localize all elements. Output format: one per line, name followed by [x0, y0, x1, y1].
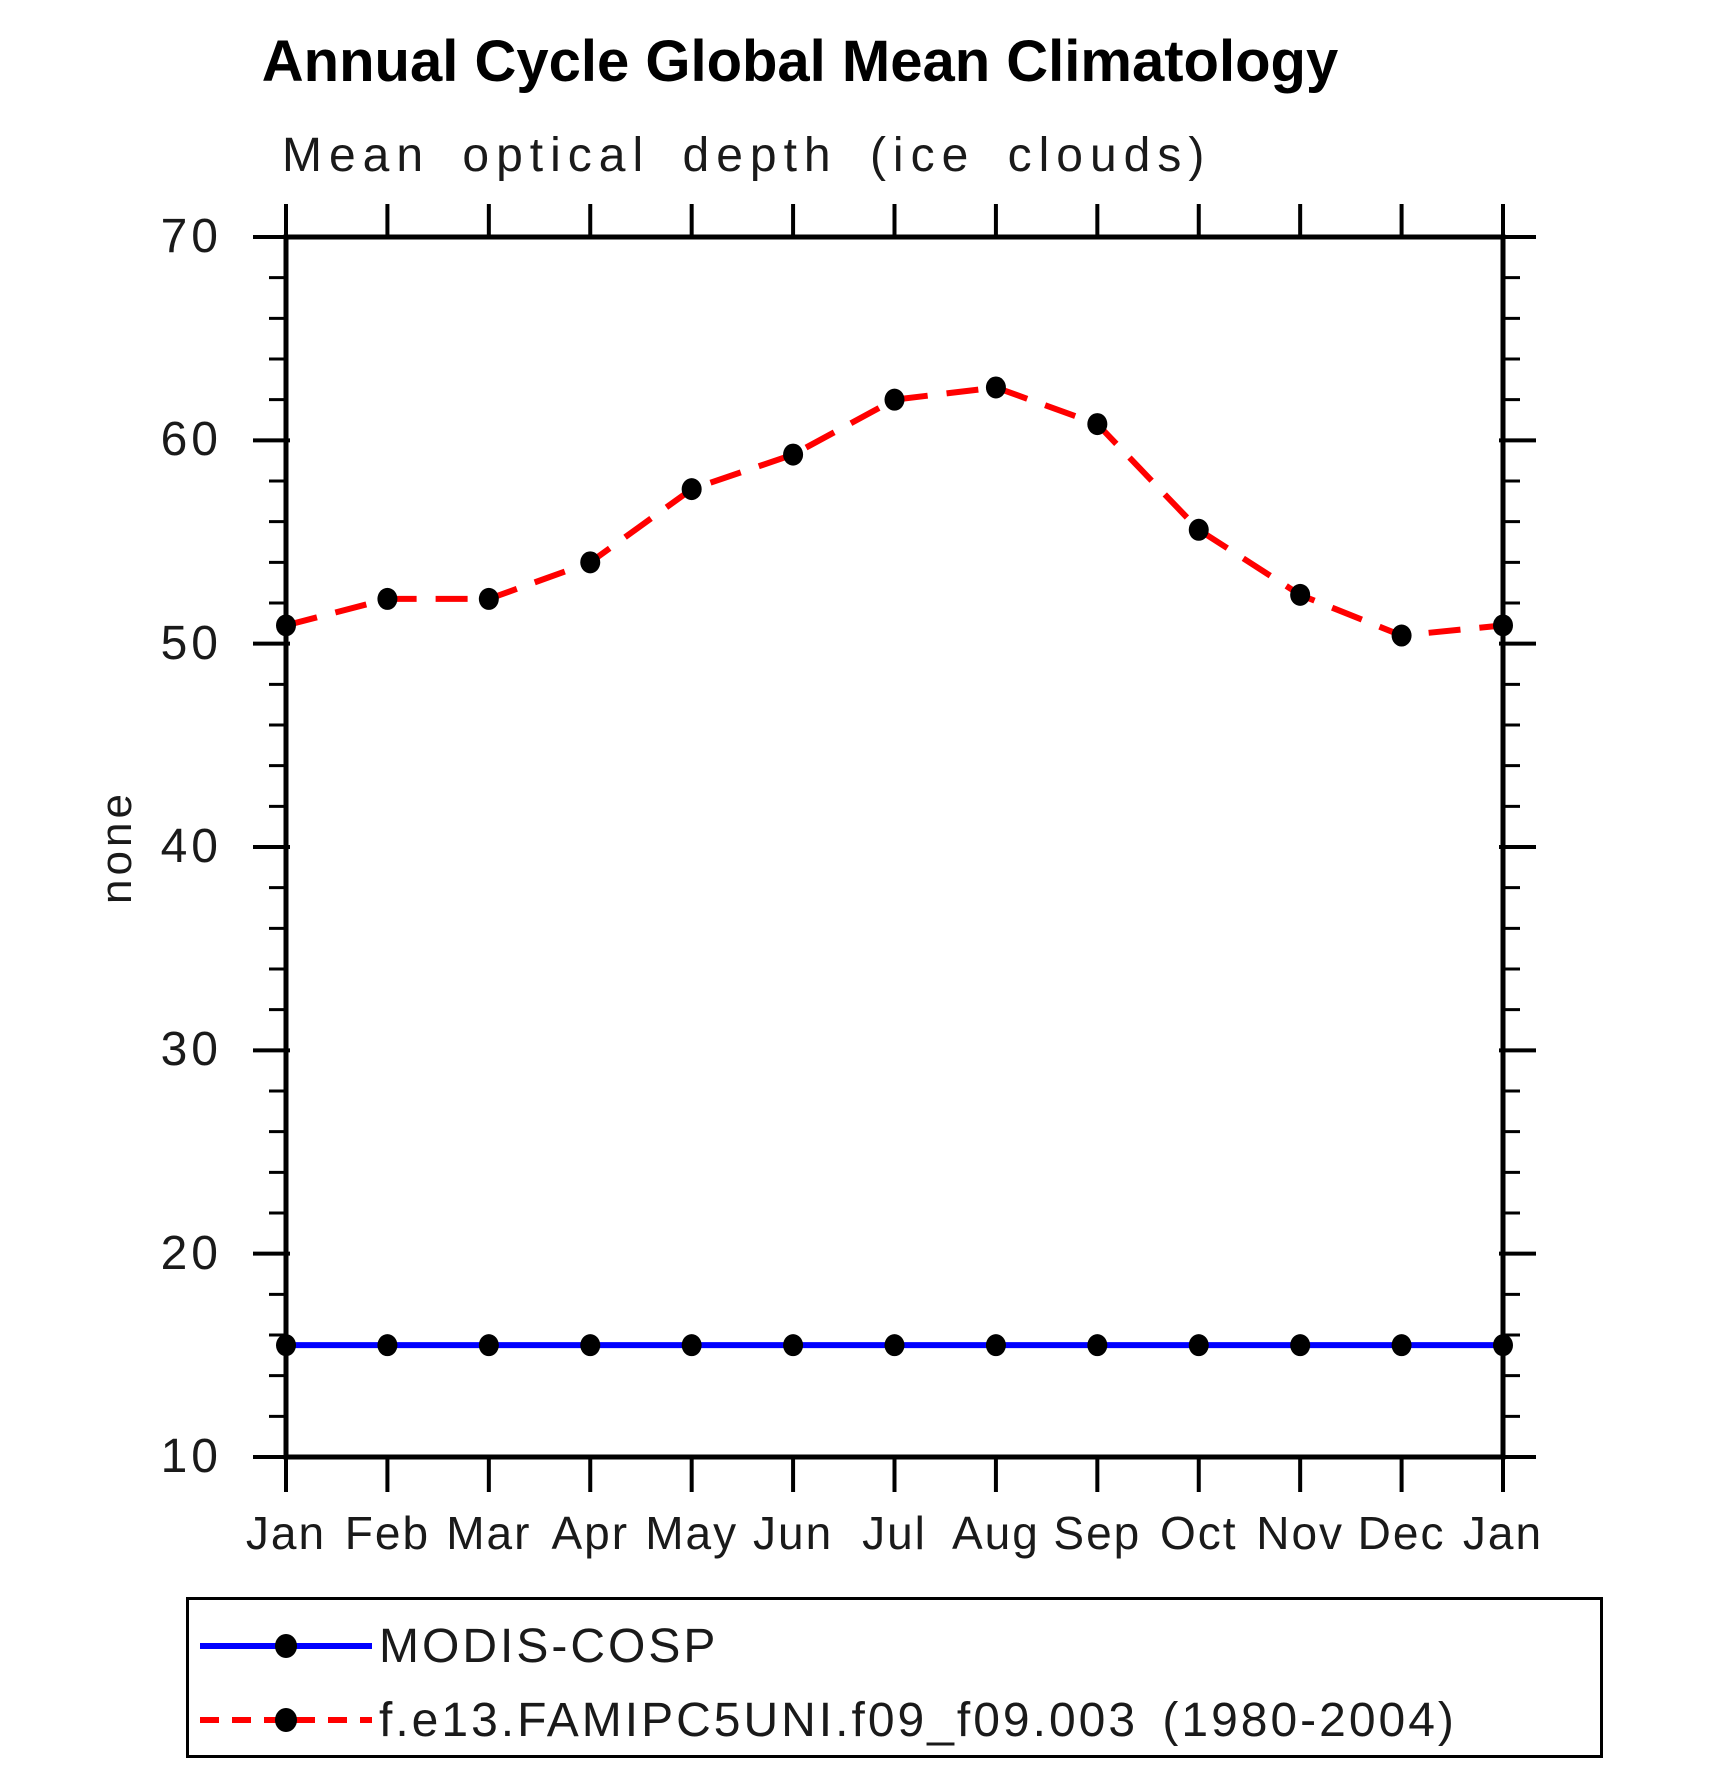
series-marker-1: [276, 614, 296, 637]
series-marker-0: [884, 1334, 905, 1357]
x-tick-label: Nov: [1256, 1507, 1345, 1559]
series-marker-1: [884, 388, 905, 411]
plot-frame: [283, 234, 1506, 1460]
y-tick-label: 40: [160, 820, 222, 873]
series-marker-0: [580, 1334, 601, 1357]
legend-box: MODIS-COSP f.e13.FAMIPC5UNI.f09_f09.003 …: [186, 1597, 1603, 1758]
legend-item-model-run: f.e13.FAMIPC5UNI.f09_f09.003 (1980-2004): [198, 1694, 1457, 1747]
x-tick-label: Dec: [1357, 1507, 1446, 1559]
x-tick-label: Jan: [1462, 1507, 1544, 1559]
y-tick-label: 30: [160, 1023, 222, 1077]
x-tick-label: Aug: [951, 1507, 1040, 1559]
y-tick-label: 70: [160, 210, 222, 263]
legend-sample-line-icon: [200, 1634, 372, 1658]
y-tick-label: 60: [160, 413, 222, 467]
series-marker-0: [276, 1334, 296, 1357]
x-tick-label: Jan: [245, 1507, 327, 1559]
series-marker-0: [478, 1334, 499, 1357]
series-marker-0: [783, 1334, 804, 1357]
series-marker-1: [985, 376, 1006, 399]
y-tick-label: 20: [160, 1226, 222, 1280]
series-marker-1: [1188, 518, 1209, 541]
x-tick-label: Oct: [1159, 1507, 1238, 1559]
series-marker-0: [1087, 1334, 1108, 1357]
x-tick-label: Feb: [344, 1507, 431, 1559]
series-marker-1: [580, 551, 601, 574]
chart-title: Annual Cycle Global Mean Climatology: [261, 29, 1339, 94]
series-marker-1: [681, 478, 702, 501]
x-tick-label: May: [645, 1507, 739, 1559]
series-marker-0: [681, 1334, 702, 1357]
y-tick-label: 10: [160, 1430, 222, 1483]
series-marker-0: [1391, 1334, 1412, 1357]
series-marker-1: [1493, 614, 1513, 637]
series-marker-0: [1493, 1334, 1513, 1357]
x-tick-label: Apr: [551, 1507, 630, 1559]
series-marker-1: [1290, 583, 1311, 606]
legend-label: f.e13.FAMIPC5UNI.f09_f09.003 (1980-2004): [379, 1693, 1457, 1747]
series-line-1: [285, 384, 1504, 639]
series-marker-0: [985, 1334, 1006, 1357]
series-marker-1: [1087, 413, 1108, 436]
x-tick-label: Jul: [862, 1507, 927, 1559]
x-tick-label: Sep: [1053, 1507, 1142, 1559]
x-tick-label: Jun: [752, 1507, 834, 1559]
series-marker-0: [377, 1334, 398, 1357]
series-marker-1: [377, 587, 398, 610]
series-marker-0: [1290, 1334, 1311, 1357]
legend-sample-line-icon: [200, 1708, 372, 1732]
series-marker-1: [783, 443, 804, 466]
series-marker-1: [478, 587, 499, 610]
chart-subtitle: Mean optical depth (ice clouds): [282, 129, 1212, 182]
legend-item-modis-cosp: MODIS-COSP: [198, 1620, 718, 1673]
series-marker-1: [1391, 624, 1412, 647]
legend-label: MODIS-COSP: [379, 1619, 719, 1673]
x-tick-label: Mar: [446, 1507, 532, 1559]
series-marker-0: [1188, 1334, 1209, 1357]
y-tick-label: 50: [160, 616, 222, 670]
